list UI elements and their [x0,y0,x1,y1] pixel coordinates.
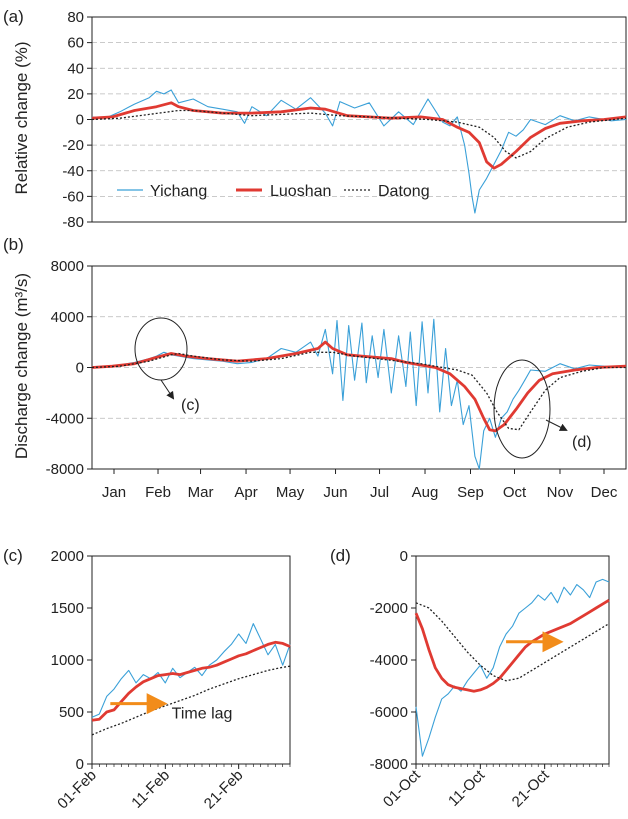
panel-a-label: (a) [3,7,24,26]
y-tick-label: 500 [59,704,84,721]
y-tick-label: -60 [62,188,84,205]
plot-area-a: -80 -60 -40 -20 0 20 40 60 80 [62,9,627,231]
panel-a: (a) Relative change (%) -80 -60 -40 -20 0 20 4… [3,7,627,231]
x-tick-label: Jan [102,484,126,501]
x-tick-label: Jul [370,484,389,501]
legend-luoshan-label: Luoshan [270,183,331,200]
legend-yichang-label: Yichang [150,183,207,200]
y-tick-label: 40 [67,60,84,77]
panel-c: (c) 0 500 1000 1500 2000 01-Feb 11-Feb 21-Feb Ti… [3,546,291,813]
y-tick-label: -4000 [370,652,408,669]
x-tick-label: 11-Oct [445,766,489,810]
legend-datong-label: Datong [378,183,430,200]
x-tick-label: May [276,484,305,501]
series-line-datong [91,351,626,431]
y-tick-label: 4000 [51,309,84,326]
panel-c-label: (c) [3,546,23,565]
x-tick-label: 21-Oct [509,766,553,810]
x-tick-label: Aug [412,484,439,501]
series-line-luoshan [91,101,627,170]
x-tick-label: 21-Feb [201,767,247,813]
panel-d-label: (d) [330,546,351,565]
y-tick-label: -40 [62,163,84,180]
x-tick-label: 01-Feb [54,767,100,813]
y-tick-label: 0 [76,112,84,129]
callout-label-c: (c) [181,397,200,414]
series-line-yichang [91,318,627,470]
x-tick-label: Mar [188,484,214,501]
legend: Yichang Luoshan Datong [117,183,430,200]
x-tick-label: Sep [457,484,484,501]
y-tick-label: -20 [62,137,84,154]
x-tick-label: Jun [323,484,347,501]
y-tick-label: -8000 [370,756,408,773]
series-line-datong [91,665,291,736]
callout-arrow-c [160,379,175,400]
y-tick-label: 8000 [51,258,84,275]
series-line-yichang [415,578,610,757]
plot-area-c: 0 500 1000 1500 2000 01-Feb 11-Feb 21-Feb Time l… [51,548,291,813]
x-tick-label: Oct [503,484,527,501]
y-tick-label: -4000 [46,410,84,427]
x-tick-label: 11-Feb [128,767,173,812]
y-tick-label: 80 [67,9,84,26]
y-tick-label: 0 [400,548,408,565]
y-tick-label: 20 [67,86,84,103]
y-tick-label: 2000 [51,548,84,565]
annotation-c: (c) [134,317,200,414]
callout-arrow-d [545,419,568,431]
y-tick-label: -8000 [46,461,84,478]
y-tick-label: 1000 [51,652,84,669]
series-line-luoshan [91,640,291,722]
x-tick-label: Feb [145,484,171,501]
y-tick-label: 1500 [51,600,84,617]
panel-a-ylabel: Relative change (%) [12,41,31,194]
series-line-yichang [91,623,291,718]
y-tick-label: -6000 [370,704,408,721]
panel-b-label: (b) [3,235,24,254]
x-tick-label: Nov [547,484,574,501]
y-tick-label: 0 [76,360,84,377]
y-tick-label: -80 [62,214,84,231]
y-tick-label: 0 [76,756,84,773]
series-line-luoshan [414,599,610,693]
series-line-datong [91,109,627,159]
time-lag-label: Time lag [172,706,233,723]
plot-frame [91,555,291,765]
annotation-d: (d) [493,359,592,459]
x-tick-label: Apr [234,484,257,501]
callout-ellipse-d [493,359,551,459]
x-tick-label: Dec [591,484,618,501]
series-line-yichang [91,89,627,214]
panel-b: (b) Discharge change (m³/s) -8000 -4000 0 4… [3,235,627,501]
panel-b-ylabel: Discharge change (m³/s) [12,273,31,459]
callout-ellipse-c [134,317,188,381]
callout-label-d: (d) [572,434,592,451]
plot-area-b: -8000 -4000 0 4000 8000 Jan Feb Mar Apr May Jun Jul… [46,258,627,501]
y-tick-label: -2000 [370,600,408,617]
y-tick-label: 60 [67,35,84,52]
series-line-luoshan [91,340,627,433]
